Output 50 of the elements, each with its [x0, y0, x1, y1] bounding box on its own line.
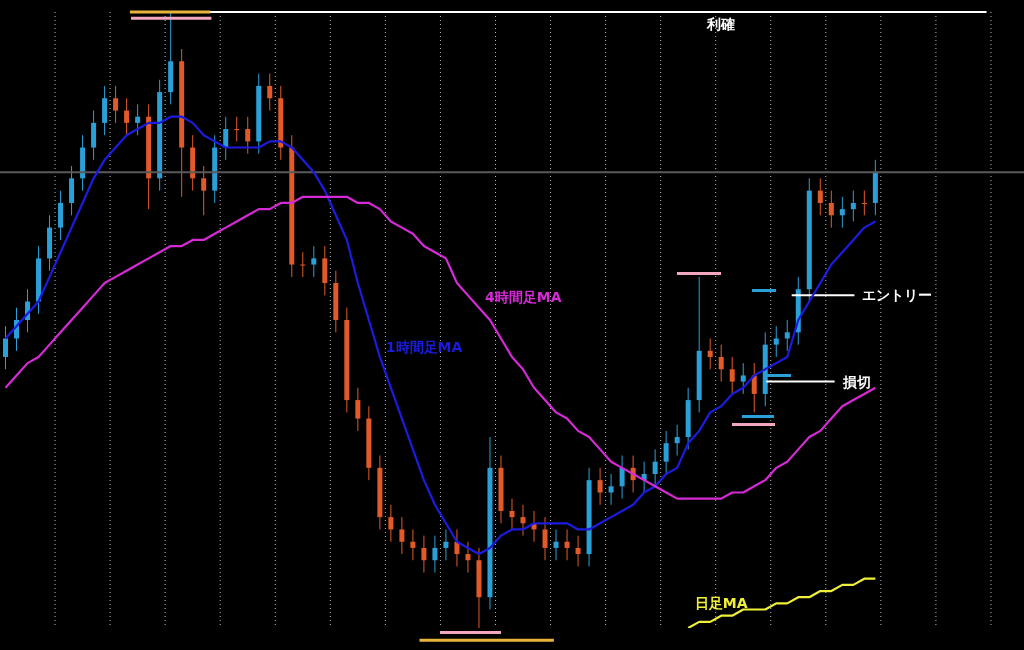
series-label: 日足MA	[694, 594, 748, 611]
candlestick	[674, 424, 680, 457]
candlestick	[454, 528, 460, 567]
candlestick	[828, 190, 834, 229]
candlestick	[784, 319, 790, 352]
candlestick	[443, 528, 449, 561]
candlestick	[267, 73, 273, 112]
candlestick	[509, 498, 515, 530]
candlestick	[575, 535, 581, 567]
candlestick	[432, 535, 438, 574]
candlestick	[597, 467, 603, 506]
candlestick	[608, 473, 614, 506]
candlestick	[520, 504, 526, 537]
candlestick	[135, 103, 141, 136]
candlestick	[652, 448, 658, 487]
candlestick	[839, 196, 845, 229]
candlestick	[619, 455, 625, 500]
candlestick	[861, 190, 867, 216]
candlestick	[740, 362, 746, 395]
candlestick	[388, 504, 394, 543]
series-label: 1時間足MA	[385, 338, 463, 355]
candlestick	[300, 251, 306, 278]
candlestick	[234, 116, 240, 142]
candlestick	[850, 190, 856, 222]
candlestick	[410, 528, 416, 561]
ref-line-label: 損切	[841, 373, 871, 390]
candlestick	[729, 356, 735, 395]
candlestick	[751, 362, 757, 413]
candlestick	[553, 528, 559, 561]
candlestick	[245, 116, 251, 155]
candlestick	[773, 325, 779, 358]
series-label: 4時間足MA	[484, 288, 562, 305]
candlestick	[201, 165, 207, 216]
candlestick	[542, 516, 548, 561]
candlestick	[3, 325, 8, 370]
candlestick	[718, 344, 724, 383]
candlestick	[817, 177, 823, 216]
ref-line-label: エントリー	[862, 287, 933, 304]
candlestick	[663, 430, 669, 475]
candlestick	[564, 528, 570, 561]
candlestick	[465, 541, 471, 574]
candlestick	[223, 116, 229, 161]
candlestick	[124, 97, 130, 136]
candlestick	[311, 245, 317, 278]
ref-line-label: 利確	[706, 16, 736, 32]
candlestick	[707, 337, 713, 370]
candlestick	[355, 387, 361, 432]
candlestick	[113, 85, 119, 124]
candlestick	[399, 516, 405, 555]
candlestick	[421, 535, 427, 574]
